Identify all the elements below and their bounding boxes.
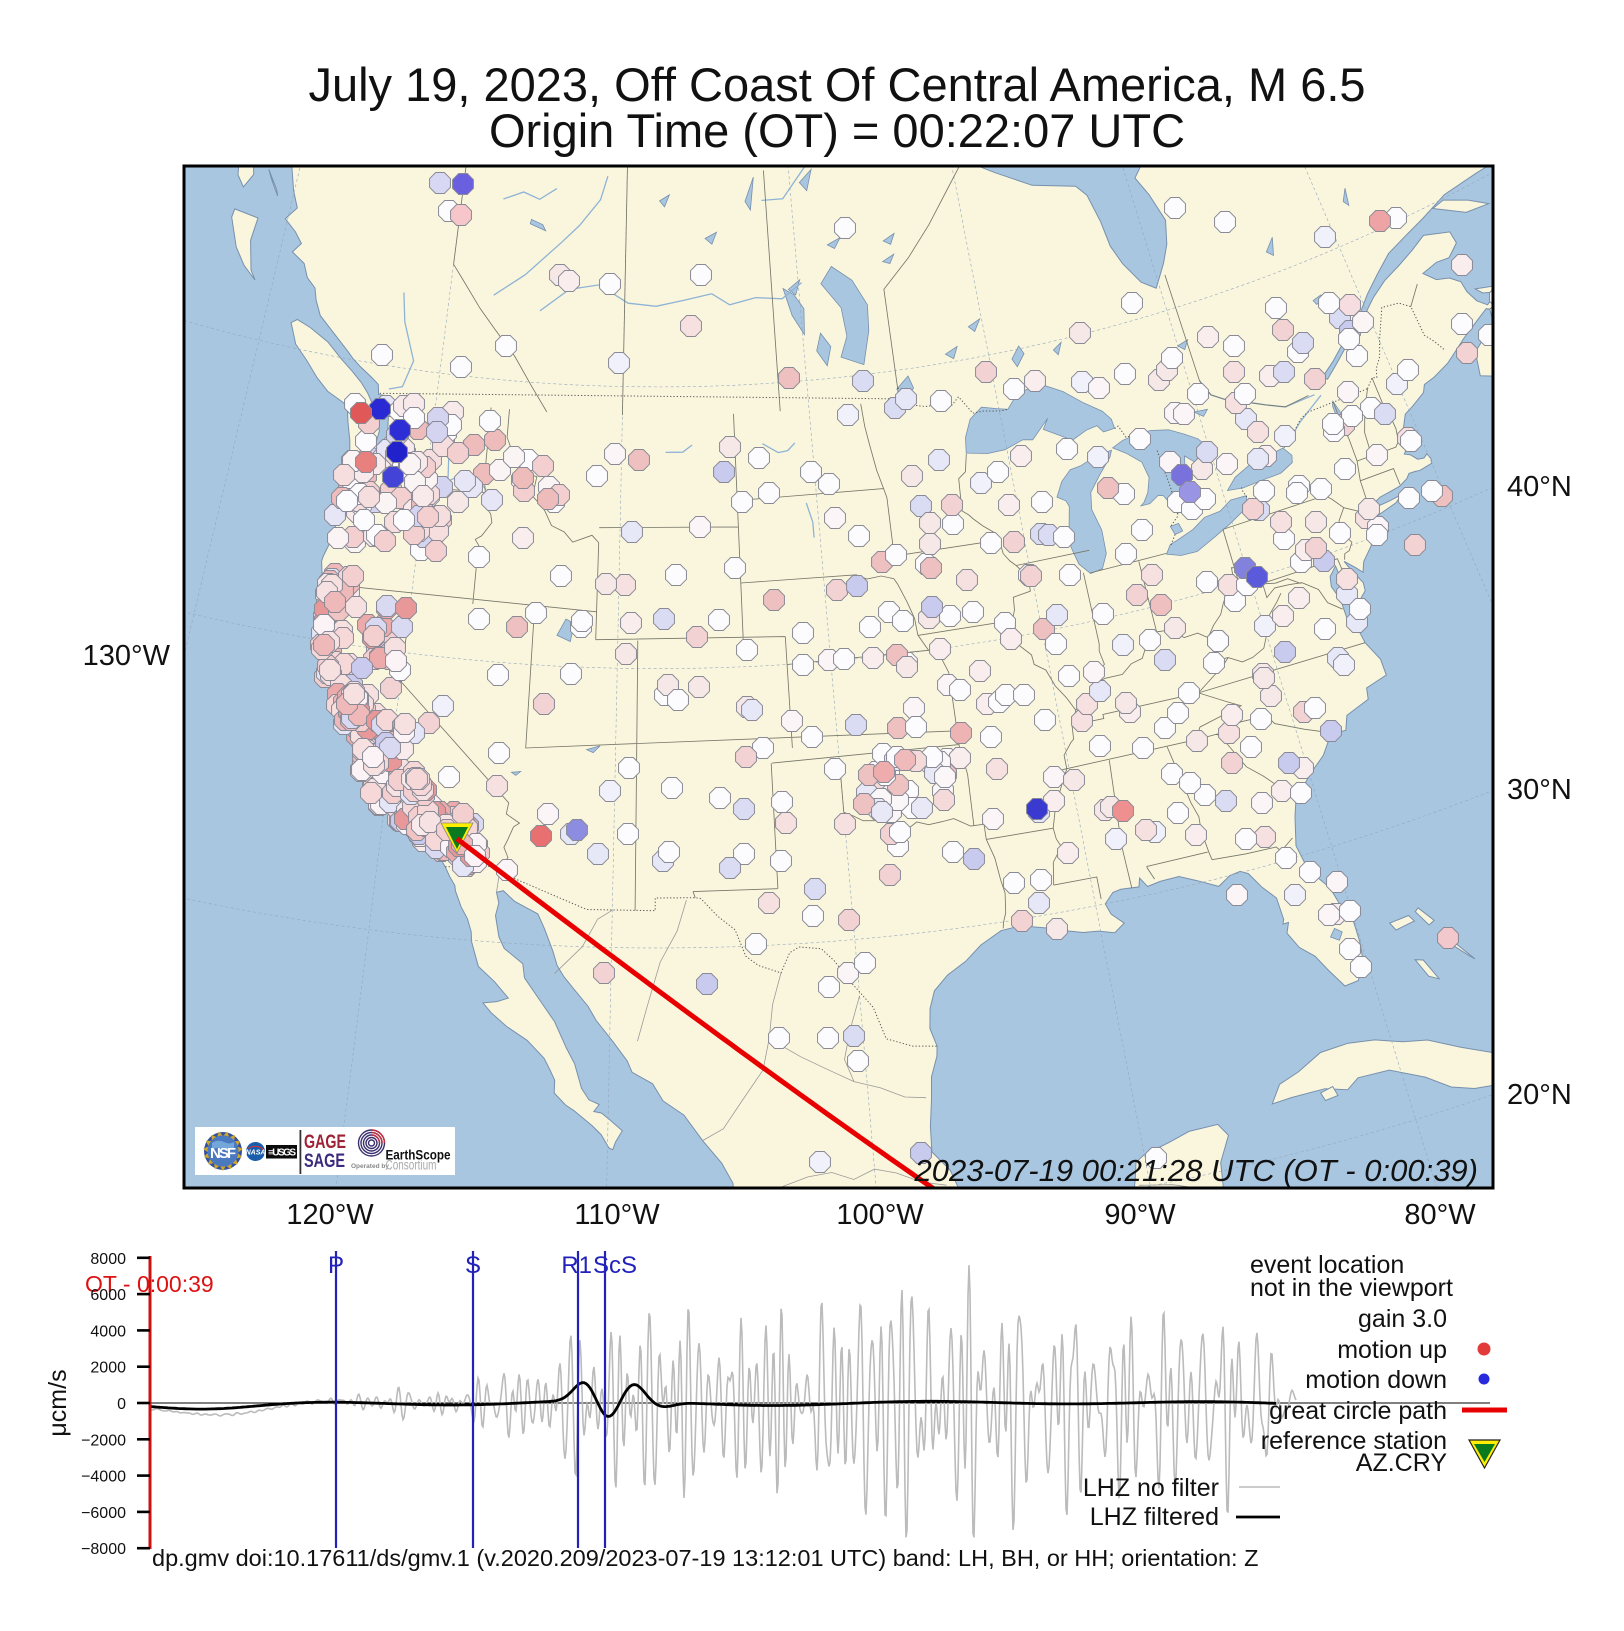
svg-text:−6000: −6000 [81,1505,126,1522]
svg-text:dp.gmv doi:10.17611/ds/gmv.1 (: dp.gmv doi:10.17611/ds/gmv.1 (v.2020.209… [152,1545,1258,1571]
svg-text:μcm/s: μcm/s [44,1369,72,1436]
svg-text:20°N: 20°N [1507,1079,1572,1111]
svg-text:2023-07-19 00:21:28 UTC (OT -: 2023-07-19 00:21:28 UTC (OT - 0:00:39) [914,1153,1478,1188]
svg-text:P: P [328,1252,344,1279]
svg-text:motion down: motion down [1305,1366,1447,1394]
svg-text:120°W: 120°W [286,1199,374,1231]
svg-text:SAGE: SAGE [304,1151,345,1172]
svg-text:AZ.CRY: AZ.CRY [1356,1449,1448,1477]
svg-text:4000: 4000 [90,1323,126,1340]
svg-text:gain 3.0: gain 3.0 [1358,1305,1447,1333]
svg-text:motion up: motion up [1337,1336,1447,1364]
svg-text:100°W: 100°W [836,1199,924,1231]
svg-text:LHZ filtered: LHZ filtered [1090,1503,1219,1531]
svg-text:−2000: −2000 [81,1432,126,1449]
svg-text:S: S [465,1252,481,1279]
svg-text:90°W: 90°W [1104,1199,1176,1231]
svg-text:≡USGS: ≡USGS [268,1148,296,1159]
svg-text:40°N: 40°N [1507,471,1572,503]
svg-text:OT - 0:00:39: OT - 0:00:39 [85,1271,214,1297]
svg-text:−4000: −4000 [81,1469,126,1486]
svg-text:130°W: 130°W [83,640,171,672]
svg-text:80°W: 80°W [1404,1199,1476,1231]
svg-text:8000: 8000 [90,1251,126,1268]
svg-text:ScS: ScS [593,1252,637,1279]
svg-text:Operated by: Operated by [351,1163,389,1170]
svg-text:Consortium: Consortium [386,1158,437,1173]
svg-text:−8000: −8000 [81,1541,126,1558]
svg-text:event location: event location [1250,1251,1404,1279]
svg-text:great circle path: great circle path [1269,1397,1447,1425]
svg-text:LHZ no filter: LHZ no filter [1083,1474,1219,1502]
svg-text:EarthScope: EarthScope [386,1148,451,1163]
svg-text:0: 0 [117,1396,126,1413]
svg-text:30°N: 30°N [1507,774,1572,806]
svg-text:NSF: NSF [210,1145,236,1162]
svg-text:6000: 6000 [90,1287,126,1304]
svg-text:Origin Time (OT) = 00:22:07 UT: Origin Time (OT) = 00:22:07 UTC [489,104,1185,157]
svg-text:not in the viewport: not in the viewport [1250,1274,1453,1302]
svg-text:July 19, 2023, Off Coast Of Ce: July 19, 2023, Off Coast Of Central Amer… [308,58,1365,111]
svg-text:GAGE: GAGE [304,1132,346,1153]
svg-text:reference station: reference station [1261,1427,1447,1455]
svg-text:R1: R1 [561,1252,592,1279]
svg-text:110°W: 110°W [574,1199,660,1231]
svg-text:2000: 2000 [90,1360,126,1377]
svg-text:NASA: NASA [246,1150,266,1157]
